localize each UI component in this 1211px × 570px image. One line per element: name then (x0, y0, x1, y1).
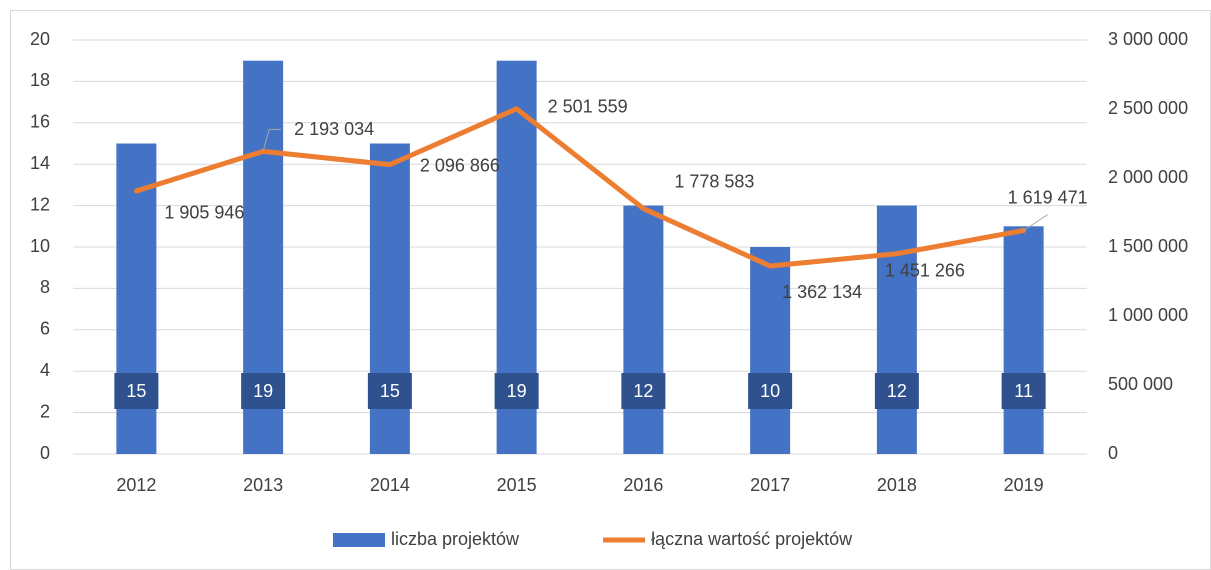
y2-tick-label: 0 (1108, 443, 1118, 463)
data-label: 1 778 583 (674, 171, 754, 191)
y-tick-label: 8 (40, 277, 50, 297)
data-label: 19 (507, 381, 527, 401)
bar (750, 247, 791, 454)
legend-label: łączna wartość projektów (651, 529, 853, 549)
y-tick-label: 6 (40, 319, 50, 339)
data-label: 10 (760, 381, 780, 401)
y-tick-label: 10 (30, 236, 50, 256)
data-label-box (241, 373, 286, 409)
data-label: 1 619 471 (1008, 187, 1088, 207)
data-label-box (621, 373, 666, 409)
line (133, 106, 1027, 269)
y2-tick-label: 500 000 (1108, 374, 1173, 394)
y2-tick-label: 3 000 000 (1108, 29, 1188, 49)
y2-tick-label: 1 500 000 (1108, 236, 1188, 256)
data-label: 1 451 266 (885, 260, 965, 280)
data-label: 15 (126, 381, 146, 401)
bar (1003, 226, 1044, 454)
data-label-box (494, 373, 539, 409)
y2-tick-label: 2 000 000 (1108, 167, 1188, 187)
data-label-box (114, 373, 159, 409)
legend-swatch (333, 533, 385, 547)
legend-label: liczba projektów (391, 529, 520, 549)
y-tick-label: 14 (30, 153, 50, 173)
data-label: 1 905 946 (164, 203, 244, 223)
data-label: 2 096 866 (420, 155, 500, 175)
y2-tick-label: 2 500 000 (1108, 98, 1188, 118)
bar (623, 205, 664, 454)
y-tick-label: 20 (30, 29, 50, 49)
x-tick-label: 2016 (623, 475, 663, 495)
data-label: 2 501 559 (548, 97, 628, 117)
x-tick-label: 2019 (1004, 475, 1044, 495)
y-tick-label: 2 (40, 401, 50, 421)
x-tick-label: 2015 (497, 475, 537, 495)
data-label: 12 (633, 381, 653, 401)
data-label-box (748, 373, 793, 409)
x-tick-label: 2017 (750, 475, 790, 495)
x-tick-label: 2013 (243, 475, 283, 495)
data-label-box (367, 373, 412, 409)
data-label: 1 362 134 (782, 282, 862, 302)
leader-line (1023, 214, 1048, 231)
y-tick-label: 12 (30, 194, 50, 214)
y-tick-label: 18 (30, 70, 50, 90)
data-label-box (874, 373, 919, 409)
y-tick-label: 4 (40, 360, 50, 380)
y2-tick-label: 1 000 000 (1108, 305, 1188, 325)
data-label: 15 (380, 381, 400, 401)
leader-line (262, 128, 282, 152)
data-label: 19 (253, 381, 273, 401)
data-label: 11 (1014, 381, 1033, 401)
y-tick-label: 0 (40, 443, 50, 463)
x-tick-label: 2014 (370, 475, 410, 495)
y-tick-label: 16 (30, 112, 50, 132)
bar (876, 205, 917, 454)
data-label: 2 193 034 (294, 119, 374, 139)
x-tick-label: 2018 (877, 475, 917, 495)
data-label-box (1001, 373, 1046, 409)
x-tick-label: 2012 (116, 475, 156, 495)
data-label: 12 (887, 381, 907, 401)
